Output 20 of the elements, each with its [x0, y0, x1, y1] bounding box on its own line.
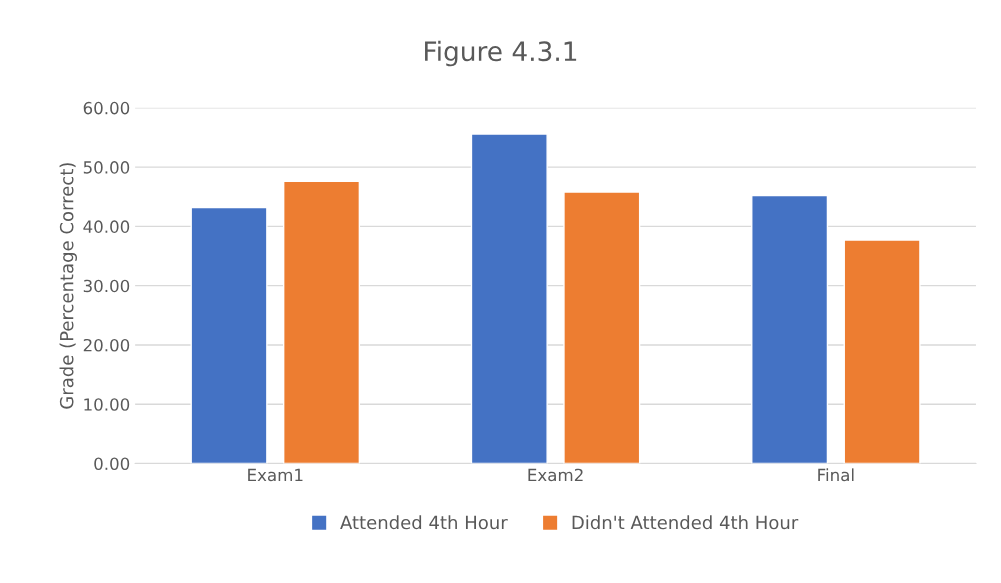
x-tick-label: Final: [818, 468, 854, 482]
y-tick-label: 10.00: [84, 398, 130, 411]
y-tick-label: 50.00: [83, 161, 130, 174]
legend-label: Attended 4th Hour: [340, 515, 508, 530]
y-tick-label: 40.00: [83, 220, 130, 233]
y-tick-label: 30.00: [83, 279, 130, 293]
bar: [563, 191, 641, 464]
bar: [843, 239, 921, 464]
y-axis-title: Grade (Percentage Correct): [59, 163, 77, 409]
y-tick-label: 20.00: [83, 338, 130, 352]
bar: [282, 180, 361, 464]
bar: [751, 194, 829, 464]
x-tick-label: Exam2: [528, 468, 583, 482]
bar: [470, 133, 548, 464]
legend-label: Didn't Attended 4th Hour: [572, 515, 799, 530]
y-tick-label: 0.00: [94, 457, 130, 471]
bar: [190, 206, 268, 464]
chart-title: Figure 4.3.1: [425, 40, 577, 67]
y-tick-label: 60.00: [83, 101, 130, 115]
x-tick-label: Exam1: [248, 468, 303, 482]
